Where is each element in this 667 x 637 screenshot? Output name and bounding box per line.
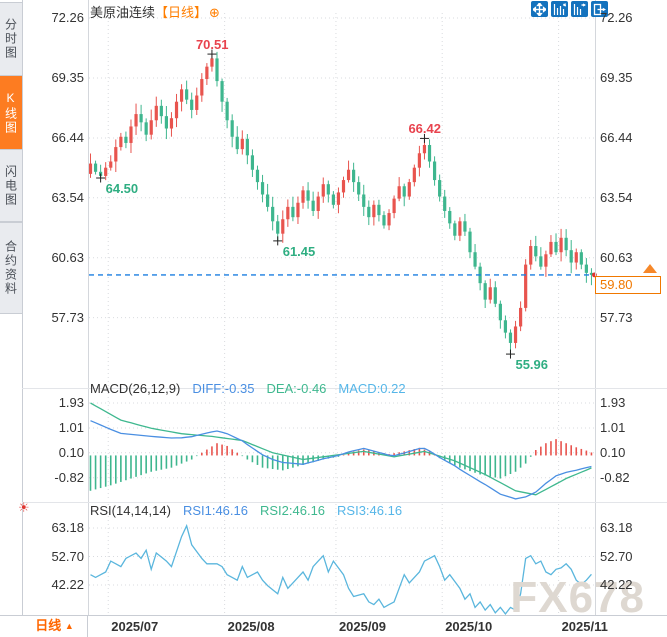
plot-right-border — [595, 0, 596, 615]
macd-header: MACD(26,12,9) DIFF:-0.35 DEA:-0.46 MACD:0.2… — [90, 381, 418, 396]
period-selector-label: 日线 — [35, 618, 62, 633]
period-selector[interactable]: 日线 ▲ — [22, 616, 88, 637]
y-axis-tick: 42.22 — [51, 577, 84, 592]
sidebar-item-label: 合约资料 — [3, 240, 18, 296]
sidebar-item-label: 闪电图 — [3, 164, 18, 207]
y-axis-tick: -0.82 — [600, 469, 630, 485]
macd-diff-value: DIFF:-0.35 — [192, 381, 255, 396]
sidebar: 分时图 K线图 闪电图 合约资料 — [0, 0, 23, 615]
sidebar-item-kline[interactable]: K线图 — [0, 76, 22, 149]
x-axis-label: 2025/09 — [338, 619, 386, 634]
crosshair-pan-icon[interactable] — [531, 1, 548, 17]
y-axis-tick: 60.63 — [600, 249, 633, 265]
x-axis-row — [0, 615, 667, 637]
price-annotation: 66.42 — [408, 121, 441, 137]
y-axis-tick: -0.82 — [54, 469, 84, 485]
plot-left-border — [88, 0, 89, 615]
price-annotation: 64.50 — [105, 181, 139, 196]
watermark: FX678 — [510, 573, 645, 622]
y-axis-tick: 57.73 — [600, 309, 633, 325]
x-axis-label: 2025/10 — [445, 619, 493, 634]
price-annotation: 70.51 — [195, 37, 229, 53]
rsi-title: RSI(14,14,14) — [90, 503, 171, 518]
x-axis-label: 2025/08 — [227, 619, 275, 634]
y-axis-tick: 69.35 — [600, 70, 633, 85]
y-axis-tick: 72.26 — [51, 10, 84, 25]
y-axis-tick: 66.44 — [51, 130, 84, 145]
add-indicator-icon[interactable]: ⊕ — [209, 5, 220, 20]
macd-title: MACD(26,12,9) — [90, 381, 181, 396]
y-axis-tick: 69.35 — [51, 70, 84, 85]
goto-latest-icon[interactable] — [591, 1, 608, 17]
sidebar-item-lightning[interactable]: 闪电图 — [0, 149, 22, 222]
y-axis-tick: 42.22 — [600, 577, 633, 592]
sidebar-item-label: K线图 — [3, 90, 18, 135]
y-axis-tick: 57.73 — [51, 309, 84, 325]
y-axis-tick: 60.63 — [51, 249, 84, 265]
sidebar-item-time-share[interactable]: 分时图 — [0, 2, 22, 76]
y-axis-tick: 66.44 — [600, 130, 633, 145]
toolbar — [531, 1, 608, 17]
y-axis-tick: 1.93 — [600, 395, 626, 410]
macd-dea-value: DEA:-0.46 — [266, 381, 327, 396]
y-axis-tick: 63.18 — [600, 520, 633, 535]
y-axis-tick: 72.26 — [600, 10, 633, 25]
panel-separator — [22, 502, 667, 503]
sidebar-item-label: 分时图 — [3, 18, 18, 60]
rsi3-value: RSI3:46.16 — [337, 503, 403, 518]
y-axis-tick: 63.54 — [600, 189, 633, 205]
y-axis-tick: 0.10 — [600, 444, 626, 460]
sidebar-item-contract-info[interactable]: 合约资料 — [0, 222, 22, 314]
x-axis-label: 2025/07 — [111, 619, 159, 634]
y-axis-tick: 52.70 — [51, 548, 84, 564]
macd-macd-value: MACD:0.22 — [338, 381, 406, 396]
y-axis-tick: 1.93 — [58, 395, 84, 410]
chart-title: 美原油连续【日线】 ⊕ — [90, 2, 220, 21]
y-axis-tick: 52.70 — [600, 548, 633, 564]
price-annotation: 61.45 — [282, 243, 316, 259]
y-axis-tick: 1.01 — [600, 420, 626, 435]
y-axis-scale-icon[interactable] — [551, 1, 568, 17]
y-axis-tick: 0.10 — [58, 444, 84, 460]
y-axis-tick: 1.01 — [58, 420, 84, 435]
rsi-header: RSI(14,14,14) RSI1:46.16 RSI2:46.16 RSI3:46… — [90, 503, 414, 518]
chevron-up-icon: ▲ — [64, 621, 74, 631]
price-tag-arrow-icon — [643, 264, 657, 273]
x-axis-scale-icon[interactable] — [571, 1, 588, 17]
price-annotation: 55.96 — [515, 357, 549, 373]
period-tag: 【日线】 — [155, 5, 208, 20]
last-price-tag: 59.80 — [595, 276, 661, 294]
panel-separator — [22, 388, 667, 389]
rsi1-value: RSI1:46.16 — [182, 503, 248, 518]
y-axis-tick: 63.18 — [51, 520, 84, 535]
y-axis-tick: 63.54 — [51, 189, 84, 205]
symbol-name: 美原油连续 — [90, 5, 156, 20]
rsi2-value: RSI2:46.16 — [259, 503, 326, 518]
x-axis-label: 2025/11 — [561, 619, 608, 634]
indicator-settings-icon[interactable]: ☀ — [18, 500, 30, 515]
